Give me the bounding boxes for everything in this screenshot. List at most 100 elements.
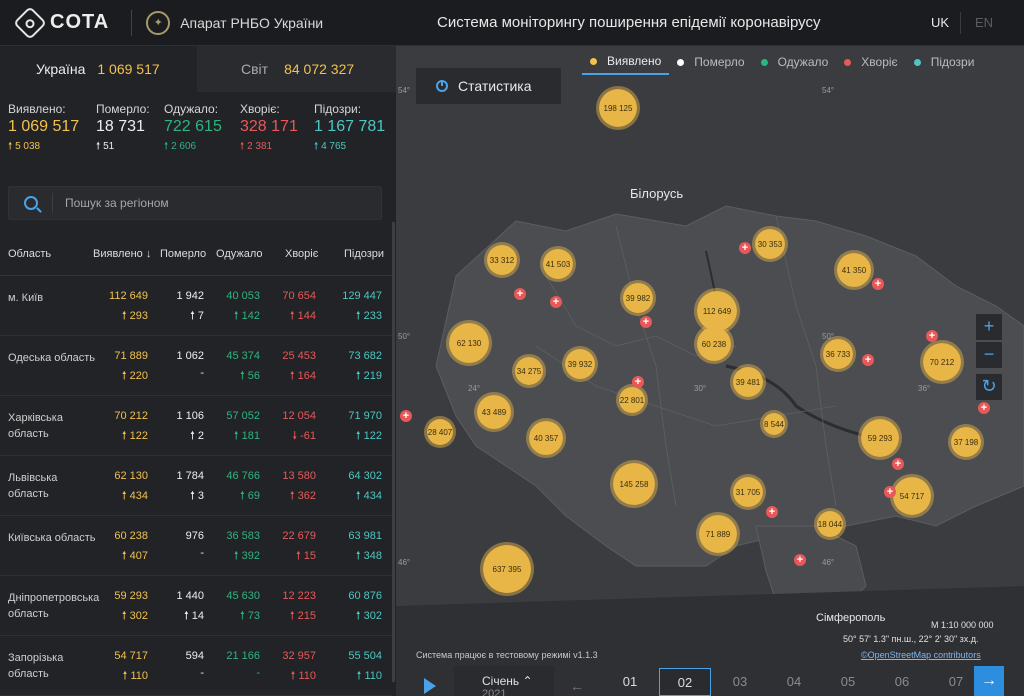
zoom-out-button[interactable]: − (976, 342, 1002, 368)
tab-world[interactable]: Світ 84 072 327 (197, 46, 396, 92)
map-cluster-marker[interactable]: 8 544 (760, 410, 788, 438)
day-item[interactable]: 01 (622, 674, 638, 689)
col-recovered[interactable]: Одужало (216, 248, 263, 260)
map-cluster-marker[interactable]: 36 733 (820, 336, 856, 372)
logo[interactable]: COTA (13, 5, 109, 40)
hospital-icon[interactable]: + (892, 458, 904, 470)
map-cluster-marker[interactable]: 31 705 (730, 474, 766, 510)
region-name: Одеська область (8, 352, 96, 364)
map-cluster-marker[interactable]: 198 125 (596, 86, 640, 130)
map-cluster-marker[interactable]: 70 212 (920, 340, 964, 384)
map-cluster-marker[interactable]: 18 044 (814, 508, 846, 540)
day-item-selected[interactable]: 02 (659, 668, 711, 696)
lon-label: 36° (918, 384, 931, 393)
map-cluster-marker[interactable]: 30 353 (752, 226, 788, 262)
col-detected[interactable]: Виявлено ↓ (93, 248, 152, 260)
lang-divider (960, 12, 961, 34)
day-item[interactable]: 06 (894, 674, 910, 689)
day-item[interactable]: 05 (840, 674, 856, 689)
map-cluster-marker[interactable]: 41 503 (540, 246, 576, 282)
lat-label: 50° (398, 332, 411, 341)
regions-table: Область Виявлено ↓ Померло Одужало Хворі… (0, 232, 392, 696)
next-day-button[interactable]: → (974, 666, 1004, 696)
month-selector[interactable]: Січень ⌃ 2021 (454, 666, 554, 696)
refresh-button[interactable]: ↻ (976, 374, 1002, 400)
legend-recovered[interactable]: Одужало (753, 49, 837, 75)
map-cluster-marker[interactable]: 39 932 (562, 346, 598, 382)
osm-link[interactable]: ©OpenStreetMap contributors (861, 650, 981, 660)
legend-detected[interactable]: Виявлено (582, 49, 670, 75)
hospital-icon[interactable]: + (926, 330, 938, 342)
hospital-icon[interactable]: + (884, 486, 896, 498)
map-cluster-marker[interactable]: 37 198 (948, 424, 984, 460)
hospital-icon[interactable]: + (766, 506, 778, 518)
lon-label: 24° (468, 384, 481, 393)
table-row[interactable]: Львівська область 62 130 🠕 434 1 784 🠕 3 46 7… (0, 456, 392, 516)
lang-uk-button[interactable]: UK (931, 15, 950, 30)
stat-value: 18 731 (96, 118, 145, 135)
hospital-icon[interactable]: + (514, 288, 526, 300)
day-item[interactable]: 03 (732, 674, 748, 689)
table-row[interactable]: Дніпропетровська область 59 293 🠕 302 1 440… (0, 576, 392, 636)
test-mode-note: Система працює в тестовому режимі v1.1.3 (416, 650, 598, 660)
map-cluster-marker[interactable]: 41 350 (834, 250, 874, 290)
day-item[interactable]: 04 (786, 674, 802, 689)
tab-ukraine[interactable]: Україна 1 069 517 (0, 46, 197, 92)
hospital-icon[interactable]: + (632, 376, 644, 388)
map-cluster-marker[interactable]: 39 481 (730, 364, 766, 400)
map-cluster-marker[interactable]: 22 801 (616, 384, 648, 416)
col-sick[interactable]: Хворіє (285, 248, 319, 260)
hospital-icon[interactable]: + (978, 402, 990, 414)
statistics-button[interactable]: Статистика (416, 68, 561, 104)
hospital-icon[interactable]: + (872, 278, 884, 290)
logo-icon (13, 5, 47, 40)
map-cluster-marker[interactable]: 59 293 (858, 416, 902, 460)
region-name: м. Київ (8, 292, 44, 304)
hospital-icon[interactable]: + (794, 554, 806, 566)
col-region[interactable]: Область (8, 248, 52, 260)
search-icon[interactable] (24, 196, 38, 210)
map-cluster-marker[interactable]: 54 717 (890, 474, 934, 518)
map-cluster-marker[interactable]: 28 407 (424, 416, 456, 448)
col-suspected[interactable]: Підозри (344, 248, 385, 260)
legend-suspected[interactable]: Підозри (906, 49, 983, 75)
hospital-icon[interactable]: + (862, 354, 874, 366)
legend-sick[interactable]: Хворіє (836, 49, 905, 75)
table-row[interactable]: Одеська область 71 889 🠕 220 1 062-45 374 🠕 … (0, 336, 392, 396)
left-panel: Україна 1 069 517 Світ 84 072 327 Виявле… (0, 46, 396, 696)
hospital-icon[interactable]: + (400, 410, 412, 422)
map-cluster-marker[interactable]: 40 357 (526, 418, 566, 458)
hospital-icon[interactable]: + (550, 296, 562, 308)
table-row[interactable]: Київська область 60 238 🠕 407 976-36 583 🠕 3… (0, 516, 392, 576)
lang-en-button[interactable]: EN (975, 15, 994, 30)
table-row[interactable]: м. Київ 112 649 🠕 293 1 942 🠕 7 40 053 🠕 142 70… (0, 276, 392, 336)
map-cluster-marker[interactable]: 62 130 (446, 320, 492, 366)
map-cluster-marker[interactable]: 60 238 (694, 324, 734, 364)
map-cluster-marker[interactable]: 637 395 (480, 542, 534, 596)
hospital-icon[interactable]: + (640, 316, 652, 328)
map-legend: Виявлено Померло Одужало Хворіє Підозри (582, 49, 982, 75)
hospital-icon[interactable]: + (739, 242, 751, 254)
map-cluster-marker[interactable]: 145 258 (610, 460, 658, 508)
lat-label: 46° (398, 558, 411, 567)
map-cluster-marker[interactable]: 34 275 (512, 354, 546, 388)
day-item[interactable]: 07 (948, 674, 964, 689)
map-cluster-marker[interactable]: 39 982 (620, 280, 656, 316)
play-icon[interactable] (424, 678, 436, 694)
table-row[interactable]: Харківська область 70 212 🠕 122 1 106 🠕 2 57 … (0, 396, 392, 456)
map[interactable]: 54° 54° 50° 50° 46° 46° 24° 30° 36° Біло… (396, 46, 1024, 696)
search-divider (52, 193, 53, 213)
table-row[interactable]: Запорізька область 54 717 🠕 110 594-21 166-… (0, 636, 392, 696)
prev-day-button[interactable]: ← (570, 678, 584, 694)
legend-died[interactable]: Померло (669, 49, 752, 75)
table-scrollbar[interactable] (392, 222, 395, 682)
search-input[interactable] (65, 196, 345, 210)
map-cluster-marker[interactable]: 71 889 (696, 512, 740, 556)
lat-label: 54° (822, 86, 835, 95)
zoom-in-button[interactable]: + (976, 314, 1002, 340)
map-cluster-marker[interactable]: 33 312 (484, 242, 520, 278)
map-cluster-marker[interactable]: 43 489 (474, 392, 514, 432)
col-died[interactable]: Померло (160, 248, 207, 260)
region-search[interactable] (8, 186, 382, 220)
lon-label: 30° (694, 384, 707, 393)
